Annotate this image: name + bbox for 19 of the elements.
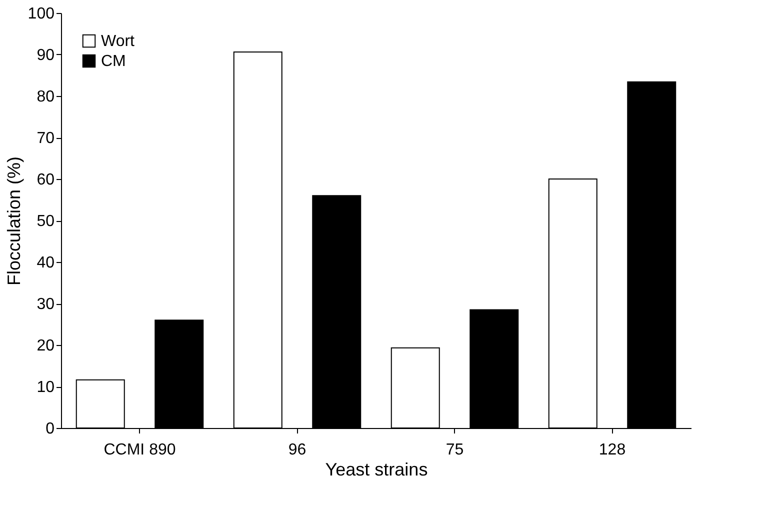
x-tick-label: 96 — [288, 442, 306, 458]
x-tick-label: CCMI 890 — [104, 442, 176, 458]
x-axis-title: Yeast strains — [325, 460, 428, 480]
y-tick-label: 40 — [36, 254, 55, 272]
y-tick-label: 90 — [36, 47, 55, 64]
y-axis-title: Flocculation (%) — [4, 156, 24, 286]
y-tick-label: 50 — [36, 213, 55, 230]
y-tick-label: 60 — [36, 172, 55, 188]
x-tick-label: 128 — [598, 442, 626, 458]
y-tick-label: 70 — [36, 130, 55, 147]
y-tick-label: 10 — [36, 379, 55, 396]
y-tick-label: 30 — [36, 296, 55, 313]
legend-label: CM — [101, 53, 126, 70]
y-tick-label: 0 — [46, 420, 55, 438]
y-tick-label: 20 — [36, 338, 55, 354]
y-tick-label: 100 — [28, 6, 55, 22]
y-tick-label: 80 — [36, 88, 55, 106]
x-tick-label: 75 — [446, 442, 464, 458]
legend-label: Wort — [101, 33, 136, 50]
